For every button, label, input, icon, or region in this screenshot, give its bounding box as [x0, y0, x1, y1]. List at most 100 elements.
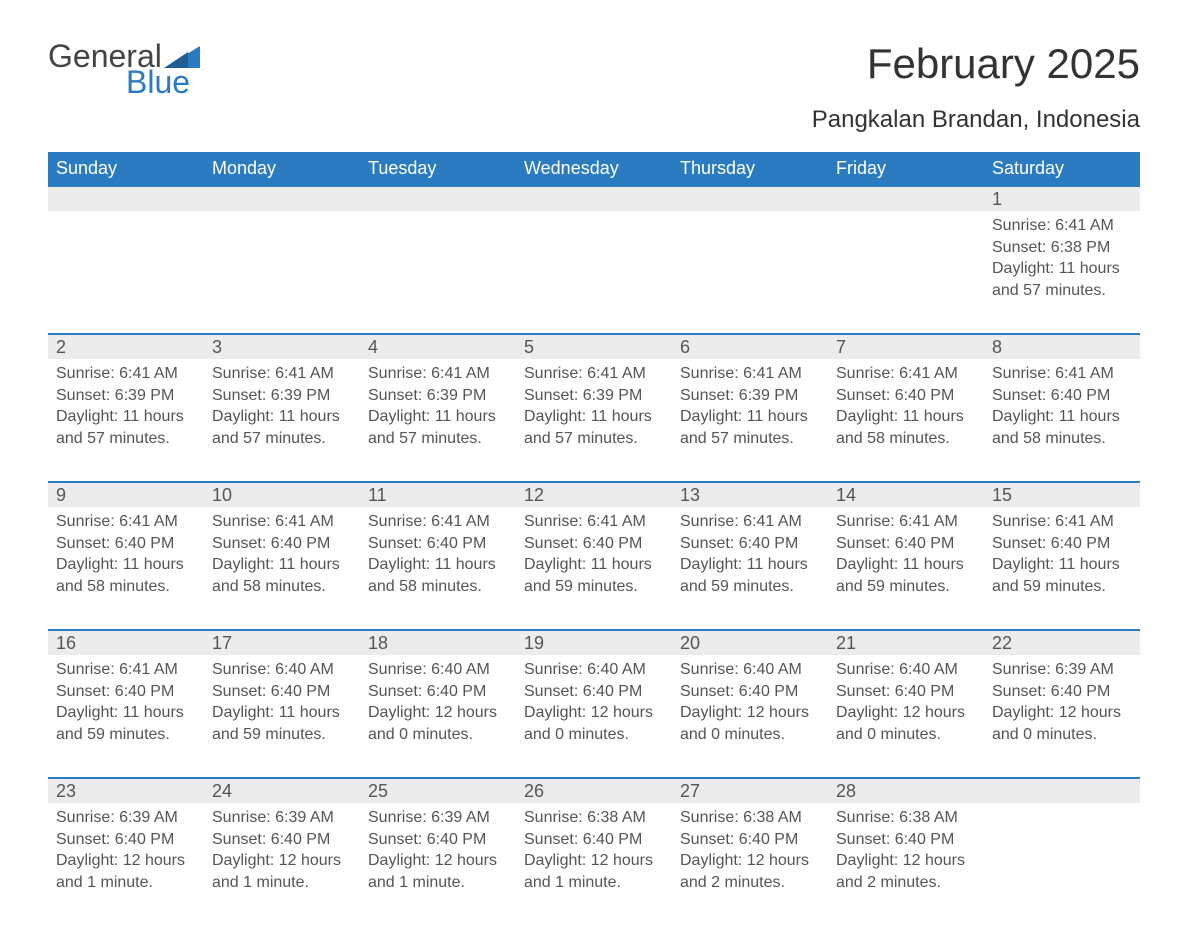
calendar-day-empty: [984, 778, 1140, 926]
calendar-day: 4Sunrise: 6:41 AMSunset: 6:39 PMDaylight…: [360, 334, 516, 482]
day-number: 4: [360, 335, 516, 359]
sunset-text: Sunset: 6:40 PM: [836, 385, 976, 407]
sunrise-text: Sunrise: 6:40 AM: [524, 659, 664, 681]
day-number: 11: [360, 483, 516, 507]
calendar-week: 16Sunrise: 6:41 AMSunset: 6:40 PMDayligh…: [48, 630, 1140, 778]
day-number: 5: [516, 335, 672, 359]
sunset-text: Sunset: 6:40 PM: [836, 681, 976, 703]
calendar-day: 11Sunrise: 6:41 AMSunset: 6:40 PMDayligh…: [360, 482, 516, 630]
day-details: Sunrise: 6:41 AMSunset: 6:40 PMDaylight:…: [48, 655, 204, 753]
day-details: Sunrise: 6:41 AMSunset: 6:39 PMDaylight:…: [204, 359, 360, 457]
day-details: Sunrise: 6:38 AMSunset: 6:40 PMDaylight:…: [828, 803, 984, 901]
daylight-text: Daylight: 12 hours and 2 minutes.: [836, 850, 976, 893]
day-number: 20: [672, 631, 828, 655]
day-details: Sunrise: 6:40 AMSunset: 6:40 PMDaylight:…: [204, 655, 360, 753]
calendar-day: 22Sunrise: 6:39 AMSunset: 6:40 PMDayligh…: [984, 630, 1140, 778]
daylight-text: Daylight: 12 hours and 1 minute.: [368, 850, 508, 893]
calendar-day: 6Sunrise: 6:41 AMSunset: 6:39 PMDaylight…: [672, 334, 828, 482]
day-details: Sunrise: 6:41 AMSunset: 6:40 PMDaylight:…: [984, 507, 1140, 605]
day-number: 18: [360, 631, 516, 655]
day-details: Sunrise: 6:41 AMSunset: 6:39 PMDaylight:…: [516, 359, 672, 457]
day-number: 12: [516, 483, 672, 507]
day-number: [48, 187, 204, 211]
calendar-day: 1Sunrise: 6:41 AMSunset: 6:38 PMDaylight…: [984, 186, 1140, 334]
calendar-day: 14Sunrise: 6:41 AMSunset: 6:40 PMDayligh…: [828, 482, 984, 630]
calendar-day-empty: [672, 186, 828, 334]
calendar-week: 23Sunrise: 6:39 AMSunset: 6:40 PMDayligh…: [48, 778, 1140, 926]
calendar-day: 26Sunrise: 6:38 AMSunset: 6:40 PMDayligh…: [516, 778, 672, 926]
daylight-text: Daylight: 11 hours and 58 minutes.: [56, 554, 196, 597]
calendar-day: 16Sunrise: 6:41 AMSunset: 6:40 PMDayligh…: [48, 630, 204, 778]
day-number: [828, 187, 984, 211]
sunrise-text: Sunrise: 6:41 AM: [368, 511, 508, 533]
calendar-day: 28Sunrise: 6:38 AMSunset: 6:40 PMDayligh…: [828, 778, 984, 926]
sunset-text: Sunset: 6:40 PM: [992, 385, 1132, 407]
daylight-text: Daylight: 11 hours and 57 minutes.: [212, 406, 352, 449]
sunset-text: Sunset: 6:40 PM: [836, 829, 976, 851]
day-number: [672, 187, 828, 211]
daylight-text: Daylight: 11 hours and 59 minutes.: [212, 702, 352, 745]
day-number: 28: [828, 779, 984, 803]
day-number: 16: [48, 631, 204, 655]
day-number: 27: [672, 779, 828, 803]
sunrise-text: Sunrise: 6:41 AM: [680, 363, 820, 385]
day-details: Sunrise: 6:41 AMSunset: 6:39 PMDaylight:…: [48, 359, 204, 457]
sunrise-text: Sunrise: 6:41 AM: [524, 511, 664, 533]
day-details: Sunrise: 6:39 AMSunset: 6:40 PMDaylight:…: [360, 803, 516, 901]
day-details: Sunrise: 6:41 AMSunset: 6:39 PMDaylight:…: [360, 359, 516, 457]
sunrise-text: Sunrise: 6:41 AM: [836, 511, 976, 533]
calendar-day: 13Sunrise: 6:41 AMSunset: 6:40 PMDayligh…: [672, 482, 828, 630]
sunset-text: Sunset: 6:40 PM: [680, 829, 820, 851]
day-details: Sunrise: 6:41 AMSunset: 6:40 PMDaylight:…: [828, 359, 984, 457]
daylight-text: Daylight: 11 hours and 59 minutes.: [836, 554, 976, 597]
sunrise-text: Sunrise: 6:38 AM: [680, 807, 820, 829]
sunset-text: Sunset: 6:40 PM: [992, 533, 1132, 555]
sunset-text: Sunset: 6:40 PM: [524, 533, 664, 555]
sunrise-text: Sunrise: 6:41 AM: [992, 363, 1132, 385]
day-number: 15: [984, 483, 1140, 507]
day-number: 26: [516, 779, 672, 803]
sunrise-text: Sunrise: 6:40 AM: [212, 659, 352, 681]
day-details: Sunrise: 6:39 AMSunset: 6:40 PMDaylight:…: [48, 803, 204, 901]
sunset-text: Sunset: 6:39 PM: [56, 385, 196, 407]
day-details: Sunrise: 6:41 AMSunset: 6:38 PMDaylight:…: [984, 211, 1140, 309]
day-number: 17: [204, 631, 360, 655]
weekday-header: Saturday: [984, 152, 1140, 186]
day-details: Sunrise: 6:41 AMSunset: 6:40 PMDaylight:…: [984, 359, 1140, 457]
sunrise-text: Sunrise: 6:41 AM: [56, 511, 196, 533]
daylight-text: Daylight: 11 hours and 57 minutes.: [992, 258, 1132, 301]
sunrise-text: Sunrise: 6:40 AM: [368, 659, 508, 681]
day-details: Sunrise: 6:41 AMSunset: 6:39 PMDaylight:…: [672, 359, 828, 457]
daylight-text: Daylight: 11 hours and 59 minutes.: [992, 554, 1132, 597]
day-details: Sunrise: 6:41 AMSunset: 6:40 PMDaylight:…: [360, 507, 516, 605]
daylight-text: Daylight: 12 hours and 2 minutes.: [680, 850, 820, 893]
daylight-text: Daylight: 12 hours and 0 minutes.: [368, 702, 508, 745]
day-number: 10: [204, 483, 360, 507]
day-number: 7: [828, 335, 984, 359]
daylight-text: Daylight: 11 hours and 57 minutes.: [680, 406, 820, 449]
calendar-week: 9Sunrise: 6:41 AMSunset: 6:40 PMDaylight…: [48, 482, 1140, 630]
day-details: Sunrise: 6:41 AMSunset: 6:40 PMDaylight:…: [516, 507, 672, 605]
location-label: Pangkalan Brandan, Indonesia: [812, 106, 1140, 134]
day-number: [360, 187, 516, 211]
day-details: Sunrise: 6:41 AMSunset: 6:40 PMDaylight:…: [828, 507, 984, 605]
daylight-text: Daylight: 12 hours and 1 minute.: [212, 850, 352, 893]
weekday-header: Tuesday: [360, 152, 516, 186]
daylight-text: Daylight: 11 hours and 59 minutes.: [524, 554, 664, 597]
daylight-text: Daylight: 11 hours and 57 minutes.: [56, 406, 196, 449]
calendar-day: 27 Sunrise: 6:38 AMSunset: 6:40 PMDayligh…: [672, 778, 828, 926]
daylight-text: Daylight: 12 hours and 0 minutes.: [992, 702, 1132, 745]
sunset-text: Sunset: 6:40 PM: [680, 533, 820, 555]
sunrise-text: Sunrise: 6:39 AM: [56, 807, 196, 829]
daylight-text: Daylight: 12 hours and 0 minutes.: [524, 702, 664, 745]
sunrise-text: Sunrise: 6:41 AM: [992, 215, 1132, 237]
sunset-text: Sunset: 6:40 PM: [368, 829, 508, 851]
calendar-day-empty: [516, 186, 672, 334]
title-block: February 2025 Pangkalan Brandan, Indones…: [812, 40, 1140, 144]
calendar-day: 24Sunrise: 6:39 AMSunset: 6:40 PMDayligh…: [204, 778, 360, 926]
sunset-text: Sunset: 6:40 PM: [212, 829, 352, 851]
sunrise-text: Sunrise: 6:40 AM: [836, 659, 976, 681]
weekday-header: Thursday: [672, 152, 828, 186]
sunrise-text: Sunrise: 6:39 AM: [368, 807, 508, 829]
logo-text-blue: Blue: [48, 66, 200, 98]
